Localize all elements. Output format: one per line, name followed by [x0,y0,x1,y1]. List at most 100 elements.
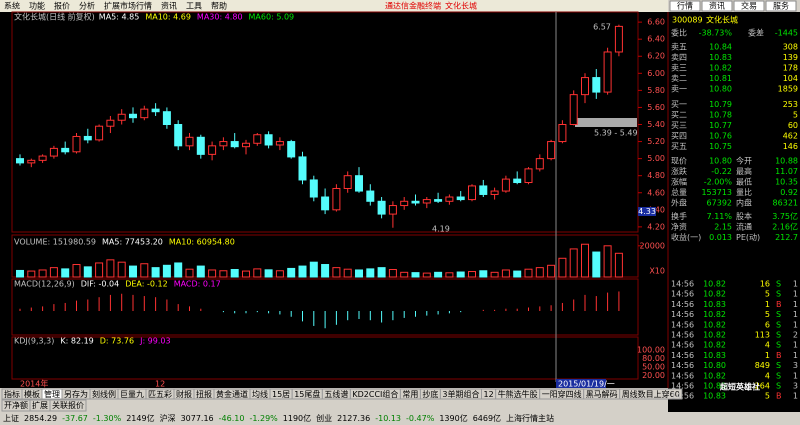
stat-value: 10.88 [775,157,798,166]
date-highlight [556,379,606,388]
volume-bar [490,271,499,278]
tab-label: 扩展 [32,400,48,410]
trade-count: 1 [793,280,798,289]
macd-label: DEA: -0.12 [125,280,167,289]
kdj-label: J: 99.03 [139,337,171,346]
tab-label: 一阳穿四线 [542,389,582,399]
status-item: 2149亿 [126,413,154,423]
trade-count: 1 [793,371,798,380]
book-price: 10.77 [709,121,732,130]
volume-bar [377,267,386,278]
book-volume: 462 [783,132,798,141]
date-label: 2015/01/19/一 [558,380,615,389]
menu-item: 分析 [79,1,95,11]
candle-body [434,199,443,202]
watermark: 超短英雄社 [719,382,760,392]
candle-body [456,196,465,201]
status-item: -37.67 [62,414,88,423]
stat-value: 7.11% [707,212,733,221]
volume-bar [140,263,149,278]
volume-bar [83,266,92,278]
candle-body [377,200,386,215]
trade-price: 10.82 [703,371,726,380]
status-item: -10.13 [375,414,401,423]
status-item: -1.29% [249,414,278,423]
menu-item: 资讯 [161,1,177,11]
trade-price: 10.83 [703,300,726,309]
menu-item: 报价 [54,1,70,11]
trade-count: 1 [793,290,798,299]
trade-time: 14:56 [671,280,694,289]
status-bar [0,412,800,425]
trade-time: 14:56 [671,361,694,370]
stat-value: 86321 [773,199,798,208]
candle-body [38,155,47,161]
y-tick-label: 6.60 [647,18,665,27]
trade-volume: 113 [755,331,770,340]
kdj-label: D: 73.76 [100,337,134,346]
volume-bar [603,245,612,278]
tab-label: 关联报价 [52,400,84,410]
tab-label: KD2CCI组合 [352,389,398,399]
trade-price: 10.82 [703,341,726,350]
kdj-label: K: 82.19 [60,337,93,346]
candle-body [490,190,499,195]
tab-label: 抄底 [422,389,438,399]
stat-label: 股本 [736,211,752,221]
volume-label: VOLUME: 151980.59 [14,238,96,247]
stat-label: 现价 [671,157,687,166]
range-box [575,118,637,127]
candle-body [343,175,352,189]
y-tick-label: 4.60 [647,188,665,197]
stock-code: 300089 [672,16,703,25]
y-tick-label: 5.20 [647,137,665,146]
book-label: 卖四 [671,53,687,62]
candle-body [614,25,623,53]
volume-bar [287,267,296,278]
book-volume: 178 [783,64,798,73]
candle-body [513,178,522,184]
stat-value: 67392 [707,199,732,208]
trade-side: B [776,351,782,360]
stat-value: 10.35 [775,178,798,187]
status-item: 6469亿 [473,413,501,423]
top-tab-label: 交易 [741,1,757,11]
volume-bar [524,268,533,278]
tab-label: 匹五彩 [148,389,172,399]
volume-bar [422,272,431,278]
tab-label: 另存为 [64,389,88,399]
volume-unit: X10 [649,267,665,276]
kdj-tick: 20.00 [642,371,665,380]
stat-label: 最低 [736,177,752,187]
stat-value: 10.80 [709,157,732,166]
volume-bar [501,269,510,278]
trade-side: S [776,320,781,329]
menu-item: 帮助 [211,1,227,11]
candle-body [95,125,104,141]
volume-bar [309,261,318,278]
stat-value: -0.22 [711,167,732,176]
trade-count: 1 [793,310,798,319]
trade-time: 14:56 [671,371,694,380]
candle-body [388,205,397,215]
kdj-tick: 50.00 [642,363,665,372]
annotation: 6.57 [593,23,611,32]
book-volume: 60 [788,121,798,130]
y-tick-label: 5.80 [647,86,665,95]
stat-label: 外盘 [671,198,687,208]
candle-body [400,200,409,207]
tab [49,399,87,412]
candle-body [129,113,137,119]
y-tick-label: 5.40 [647,120,665,129]
tab-label: 开净额 [4,400,28,410]
trade-time: 14:56 [671,331,694,340]
tab-label: 管理 [44,389,60,399]
candle-body [569,94,578,125]
trade-count: 1 [793,320,798,329]
tab-label: 常用 [402,390,418,399]
volume-label: MA10: 60954.80 [169,238,235,247]
trade-volume: 5 [765,310,770,319]
trade-side: S [776,290,781,299]
